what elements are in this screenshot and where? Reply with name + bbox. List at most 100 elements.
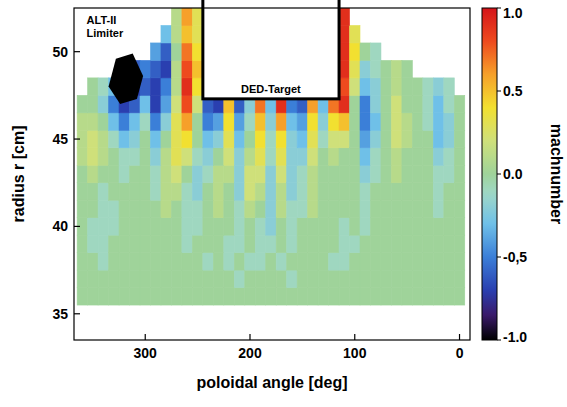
heatmap-cell [203,183,213,200]
heatmap-cell [98,288,108,305]
heatmap-cell [266,270,276,287]
colorbar-tick-label: -0,5 [503,249,527,265]
heatmap-cell [98,113,108,130]
heatmap-cell [402,78,412,95]
heatmap-cell [297,183,307,200]
heatmap-cell [161,183,171,200]
heatmap-cell [192,43,202,60]
heatmap-cell [171,60,181,77]
heatmap-cell [98,95,108,112]
heatmap-cell [171,43,181,60]
heatmap-cell [412,235,422,252]
heatmap-cell [213,288,223,305]
heatmap-cell [318,165,328,182]
heatmap-cell [381,288,391,305]
heatmap-cell [245,130,255,147]
heatmap-cell [454,235,464,252]
heatmap-cell [213,218,223,235]
heatmap-cell [224,130,234,147]
heatmap-cell [140,130,150,147]
heatmap-cell [287,183,297,200]
heatmap-cell [381,78,391,95]
colorbar-tick-label: -1.0 [503,329,527,345]
heatmap-cell [88,235,98,252]
heatmap-cell [391,235,401,252]
heatmap-cell [381,200,391,217]
heatmap-cell [109,253,119,270]
heatmap-cell [412,95,422,112]
heatmap-cell [350,43,360,60]
heatmap-cell [350,60,360,77]
heatmap-cell [161,148,171,165]
heatmap-cell [287,165,297,182]
heatmap-cell [370,148,380,165]
heatmap-cell [360,113,370,130]
heatmap-cell [433,113,443,130]
heatmap-cell [339,235,349,252]
heatmap-cell [339,8,349,25]
heatmap-cell [287,200,297,217]
heatmap-cell [161,200,171,217]
heatmap-cell [318,130,328,147]
heatmap-cell [266,130,276,147]
heatmap-cell [266,235,276,252]
heatmap-cell [77,200,87,217]
heatmap-cell [433,130,443,147]
heatmap-cell [150,165,160,182]
heatmap-cell [370,113,380,130]
heatmap-cell [234,130,244,147]
heatmap-cell [224,183,234,200]
heatmap-cell [255,113,265,130]
heatmap-cell [444,253,454,270]
heatmap-cell [130,288,140,305]
heatmap-cell [192,130,202,147]
heatmap-cell [287,253,297,270]
heatmap-cell [318,200,328,217]
x-tick [249,334,250,340]
heatmap-cell [109,235,119,252]
y-tick-label: 50 [52,44,68,60]
heatmap-cell [234,218,244,235]
heatmap-cell [454,218,464,235]
heatmap-cell [350,78,360,95]
y-tick [74,313,80,314]
heatmap-cell [276,288,286,305]
heatmap-cell [423,130,433,147]
heatmap-cell [245,113,255,130]
heatmap-cell [433,165,443,182]
heatmap-cell [412,218,422,235]
heatmap-cell [412,148,422,165]
colorbar-tick-label: 0.0 [503,166,523,182]
x-tick-label: 100 [343,345,367,361]
heatmap-cell [350,113,360,130]
heatmap-cell [318,113,328,130]
heatmap-cell [224,165,234,182]
heatmap-cell [381,253,391,270]
heatmap-cell [339,288,349,305]
heatmap-cell [433,218,443,235]
heatmap-cell [150,270,160,287]
heatmap-cell [192,200,202,217]
heatmap-cell [266,200,276,217]
heatmap-cell [423,95,433,112]
heatmap-cell [88,200,98,217]
heatmap-cell [161,218,171,235]
heatmap-cell [182,253,192,270]
heatmap-cell [88,95,98,112]
heatmap-cell [109,288,119,305]
annotation-line: ALT-II [87,14,117,26]
heatmap-cell [297,165,307,182]
heatmap-cell [119,288,129,305]
heatmap-cell [433,148,443,165]
heatmap-cell [350,148,360,165]
heatmap-cell [182,270,192,287]
heatmap-cell [391,270,401,287]
heatmap-cell [203,113,213,130]
heatmap-cell [150,148,160,165]
heatmap-cell [213,270,223,287]
heatmap-cell [276,253,286,270]
annotation: ALT-IILimiter [87,14,124,39]
colorbar-tick [497,174,501,175]
heatmap-cell [412,288,422,305]
y-tick-label: 45 [52,131,68,147]
